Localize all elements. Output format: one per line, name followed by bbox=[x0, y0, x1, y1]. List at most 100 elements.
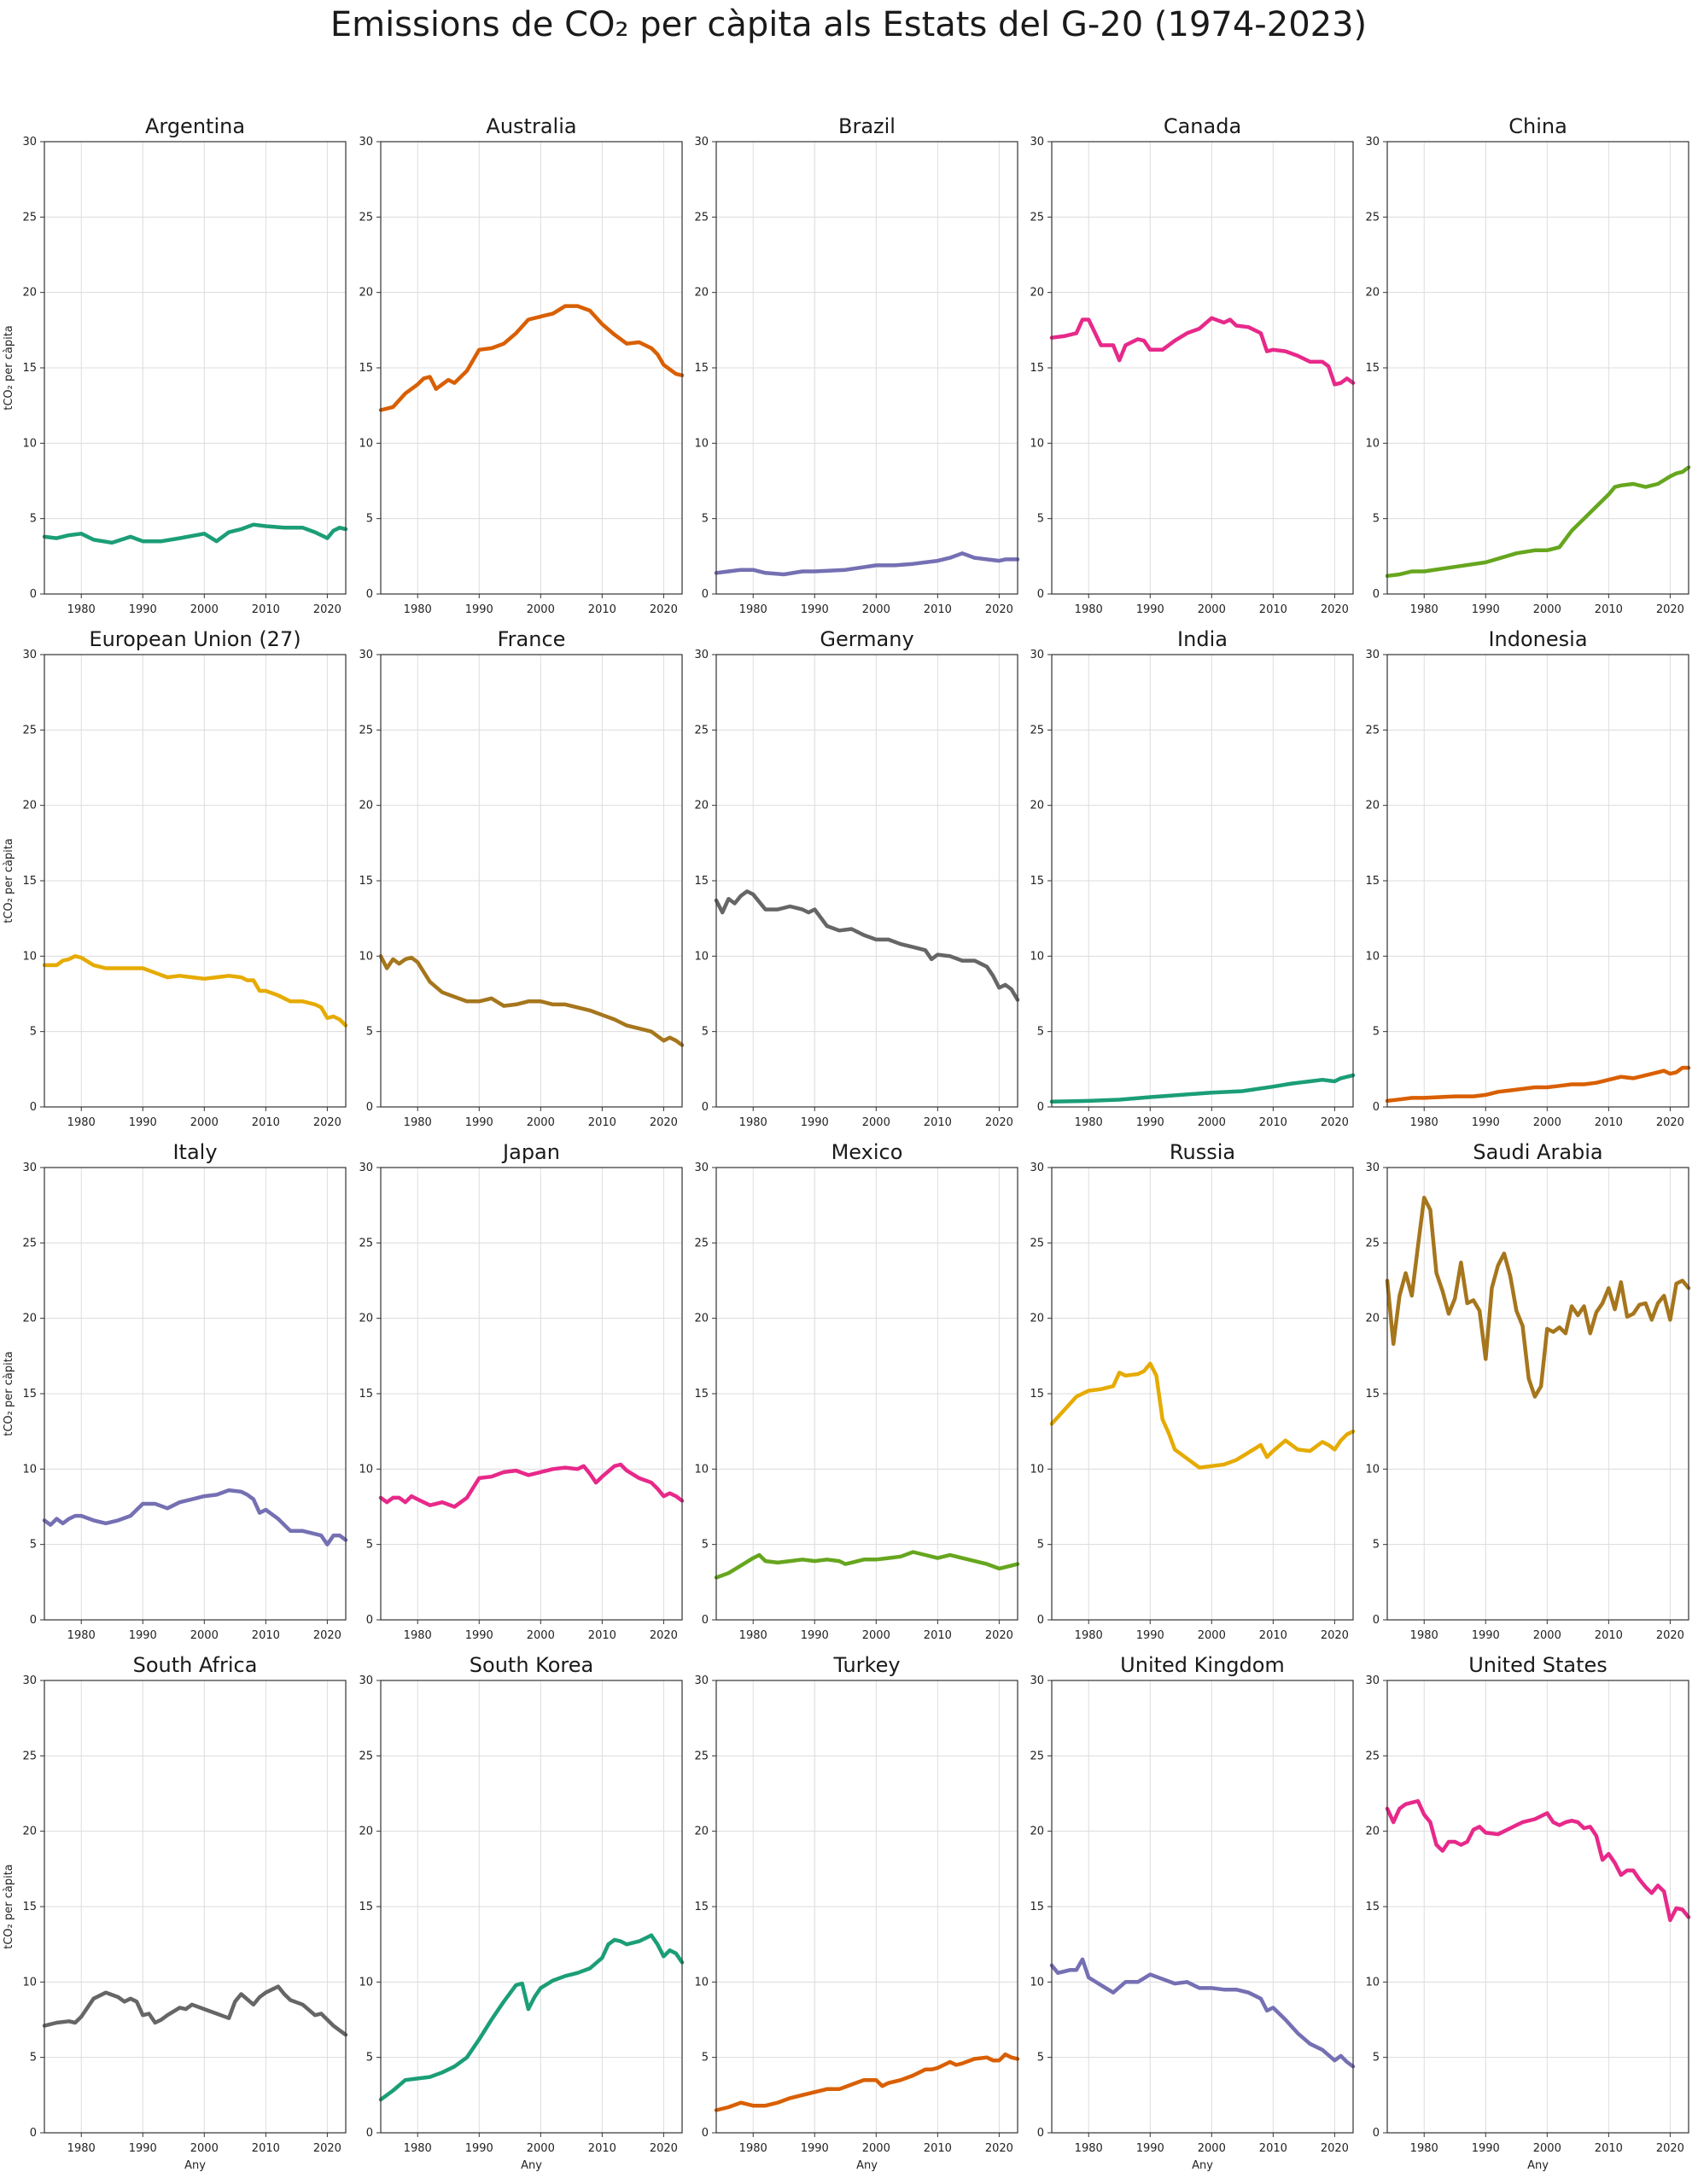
x-tick-label: 1990 bbox=[801, 603, 829, 616]
panel-india: 1980 1990 2000 2010 2020 0 5 10 15 20 25 30 India bbox=[1030, 627, 1356, 1129]
panel-title: China bbox=[1508, 114, 1567, 138]
y-tick-label: 25 bbox=[1030, 211, 1044, 224]
panel-title: European Union (27) bbox=[89, 627, 301, 651]
x-tick-label: 2000 bbox=[862, 2142, 890, 2155]
y-tick-label: 25 bbox=[694, 1750, 709, 1762]
figure-title: Emissions de CO₂ per càpita als Estats d… bbox=[330, 5, 1367, 44]
panel-title: Brazil bbox=[838, 114, 896, 138]
y-tick-label: 25 bbox=[22, 1237, 37, 1249]
panel-australia: 1980 1990 2000 2010 2020 0 5 10 15 20 25 30 Australi… bbox=[359, 114, 685, 616]
x-tick-label: 2020 bbox=[313, 2142, 341, 2155]
x-tick-label: 2020 bbox=[1321, 603, 1349, 616]
panel-frame bbox=[44, 1680, 347, 2134]
y-tick-label: 0 bbox=[30, 1101, 37, 1114]
y-tick-label: 20 bbox=[1030, 800, 1044, 812]
panel-title: France bbox=[498, 627, 566, 651]
x-tick-label: 1980 bbox=[404, 2142, 432, 2155]
y-axis-label: tCO₂ per càpita bbox=[3, 325, 15, 411]
x-tick-label: 2010 bbox=[1259, 1116, 1287, 1129]
x-tick-label: 1990 bbox=[465, 1629, 493, 1642]
panel-united-states: 1980 1990 2000 2010 2020 0 5 10 15 20 25 30 United S… bbox=[1365, 1653, 1691, 2172]
y-tick-label: 20 bbox=[1365, 1826, 1380, 1838]
series-line-italy bbox=[42, 1488, 348, 1546]
x-tick-label: 1990 bbox=[1136, 603, 1164, 616]
x-tick-label: 2000 bbox=[1533, 1116, 1561, 1129]
y-tick-label: 20 bbox=[1365, 800, 1380, 812]
x-tick-label: 2020 bbox=[1321, 1629, 1349, 1642]
series-line-mexico bbox=[714, 1550, 1020, 1580]
y-tick-label: 20 bbox=[694, 800, 709, 812]
y-tick-label: 30 bbox=[1365, 136, 1380, 149]
panel-title: Canada bbox=[1164, 114, 1241, 138]
x-tick-label: 2010 bbox=[1595, 1629, 1623, 1642]
y-tick-label: 10 bbox=[1030, 1463, 1044, 1476]
x-tick-label: 2010 bbox=[252, 603, 280, 616]
series-line-south-korea bbox=[378, 1933, 685, 2102]
x-tick-label: 2010 bbox=[588, 1116, 616, 1129]
y-tick-label: 15 bbox=[1030, 1901, 1044, 1913]
y-tick-label: 15 bbox=[694, 1388, 709, 1401]
y-tick-label: 20 bbox=[359, 1826, 373, 1838]
y-axis-label: tCO₂ per càpita bbox=[3, 838, 15, 923]
panel-frame bbox=[44, 654, 347, 1108]
y-tick-label: 30 bbox=[22, 1162, 37, 1174]
panel-title: United States bbox=[1468, 1653, 1608, 1677]
y-tick-label: 25 bbox=[694, 724, 709, 737]
panel-brazil: 1980 1990 2000 2010 2020 0 5 10 15 20 25 30 Brazil bbox=[694, 114, 1020, 616]
panel-turkey: 1980 1990 2000 2010 2020 0 5 10 15 20 25 30 Turkey An… bbox=[694, 1653, 1020, 2172]
x-tick-label: 1990 bbox=[1136, 1116, 1164, 1129]
x-tick-label: 1980 bbox=[1410, 1629, 1438, 1642]
y-tick-label: 30 bbox=[22, 649, 37, 661]
y-tick-label: 0 bbox=[366, 1101, 373, 1114]
series-line-australia bbox=[378, 304, 685, 412]
x-tick-label: 2000 bbox=[1198, 603, 1226, 616]
y-tick-label: 5 bbox=[366, 513, 373, 526]
panel-title: Australia bbox=[486, 114, 576, 138]
y-tick-label: 30 bbox=[1365, 1162, 1380, 1174]
x-tick-label: 1980 bbox=[67, 603, 96, 616]
x-tick-label: 2020 bbox=[650, 1116, 678, 1129]
x-axis-label: Any bbox=[521, 2159, 542, 2172]
x-tick-label: 1980 bbox=[739, 2142, 767, 2155]
y-tick-label: 0 bbox=[1037, 2127, 1044, 2140]
y-tick-label: 25 bbox=[359, 724, 373, 737]
y-tick-label: 0 bbox=[702, 588, 709, 601]
x-tick-label: 2000 bbox=[190, 603, 219, 616]
y-tick-label: 15 bbox=[1030, 875, 1044, 888]
panel-european-union-27: 1980 1990 2000 2010 2020 0 5 10 15 20 25 30 European… bbox=[3, 627, 348, 1129]
x-tick-label: 2010 bbox=[252, 2142, 280, 2155]
panel-frame bbox=[1386, 1167, 1689, 1621]
x-tick-label: 1980 bbox=[67, 1116, 96, 1129]
y-tick-label: 0 bbox=[1037, 588, 1044, 601]
panel-frame bbox=[44, 1167, 347, 1621]
y-tick-label: 15 bbox=[359, 1901, 373, 1913]
y-tick-label: 10 bbox=[1365, 950, 1380, 963]
y-tick-label: 20 bbox=[694, 1313, 709, 1325]
y-tick-label: 10 bbox=[694, 1976, 709, 1989]
y-tick-label: 5 bbox=[30, 1026, 37, 1039]
y-tick-label: 10 bbox=[1365, 1976, 1380, 1989]
y-tick-label: 5 bbox=[1037, 2052, 1044, 2065]
x-tick-label: 2020 bbox=[1656, 603, 1684, 616]
x-tick-label: 1980 bbox=[739, 1629, 767, 1642]
y-tick-label: 20 bbox=[22, 287, 37, 300]
y-tick-label: 5 bbox=[366, 1539, 373, 1552]
y-tick-label: 0 bbox=[30, 1614, 37, 1627]
y-tick-label: 15 bbox=[359, 875, 373, 888]
y-tick-label: 20 bbox=[694, 1826, 709, 1838]
x-tick-label: 1980 bbox=[404, 1116, 432, 1129]
x-tick-label: 2000 bbox=[527, 2142, 555, 2155]
x-tick-label: 2020 bbox=[1656, 1629, 1684, 1642]
series-line-germany bbox=[714, 889, 1020, 1002]
panel-frame bbox=[380, 1167, 683, 1621]
panel-title: Saudi Arabia bbox=[1473, 1140, 1602, 1164]
x-tick-label: 2020 bbox=[985, 1116, 1013, 1129]
series-line-south-africa bbox=[42, 1984, 348, 2037]
y-tick-label: 0 bbox=[1373, 2127, 1380, 2140]
y-tick-label: 0 bbox=[1037, 1101, 1044, 1114]
x-tick-label: 2000 bbox=[1198, 1629, 1226, 1642]
y-tick-label: 10 bbox=[22, 1463, 37, 1476]
x-tick-label: 1980 bbox=[1075, 2142, 1103, 2155]
y-tick-label: 5 bbox=[702, 513, 709, 526]
y-tick-label: 30 bbox=[1365, 649, 1380, 661]
